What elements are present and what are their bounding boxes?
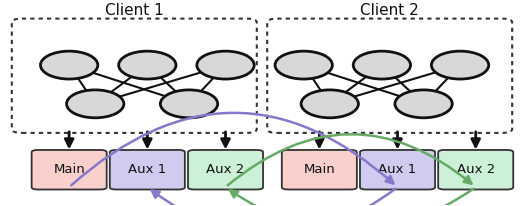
Text: Client 1: Client 1 [105, 3, 163, 18]
Ellipse shape [40, 51, 98, 79]
Text: Main: Main [53, 163, 85, 176]
Text: Client 2: Client 2 [361, 3, 419, 18]
Ellipse shape [431, 51, 489, 79]
Ellipse shape [395, 90, 452, 118]
FancyArrowPatch shape [230, 189, 473, 206]
Text: Aux 1: Aux 1 [128, 163, 167, 176]
Ellipse shape [275, 51, 332, 79]
FancyBboxPatch shape [110, 150, 185, 190]
FancyBboxPatch shape [267, 19, 512, 133]
Ellipse shape [160, 90, 217, 118]
Text: Main: Main [303, 163, 335, 176]
FancyArrowPatch shape [152, 189, 395, 206]
FancyBboxPatch shape [188, 150, 263, 190]
Text: Aux 2: Aux 2 [456, 163, 495, 176]
FancyBboxPatch shape [360, 150, 435, 190]
FancyBboxPatch shape [31, 150, 107, 190]
FancyArrowPatch shape [71, 113, 394, 185]
Ellipse shape [353, 51, 410, 79]
Text: Aux 1: Aux 1 [378, 163, 417, 176]
FancyArrowPatch shape [227, 134, 472, 185]
FancyBboxPatch shape [282, 150, 357, 190]
Ellipse shape [301, 90, 358, 118]
Text: Aux 2: Aux 2 [206, 163, 245, 176]
FancyBboxPatch shape [438, 150, 513, 190]
Ellipse shape [118, 51, 176, 79]
Ellipse shape [67, 90, 124, 118]
FancyBboxPatch shape [12, 19, 257, 133]
Ellipse shape [197, 51, 254, 79]
